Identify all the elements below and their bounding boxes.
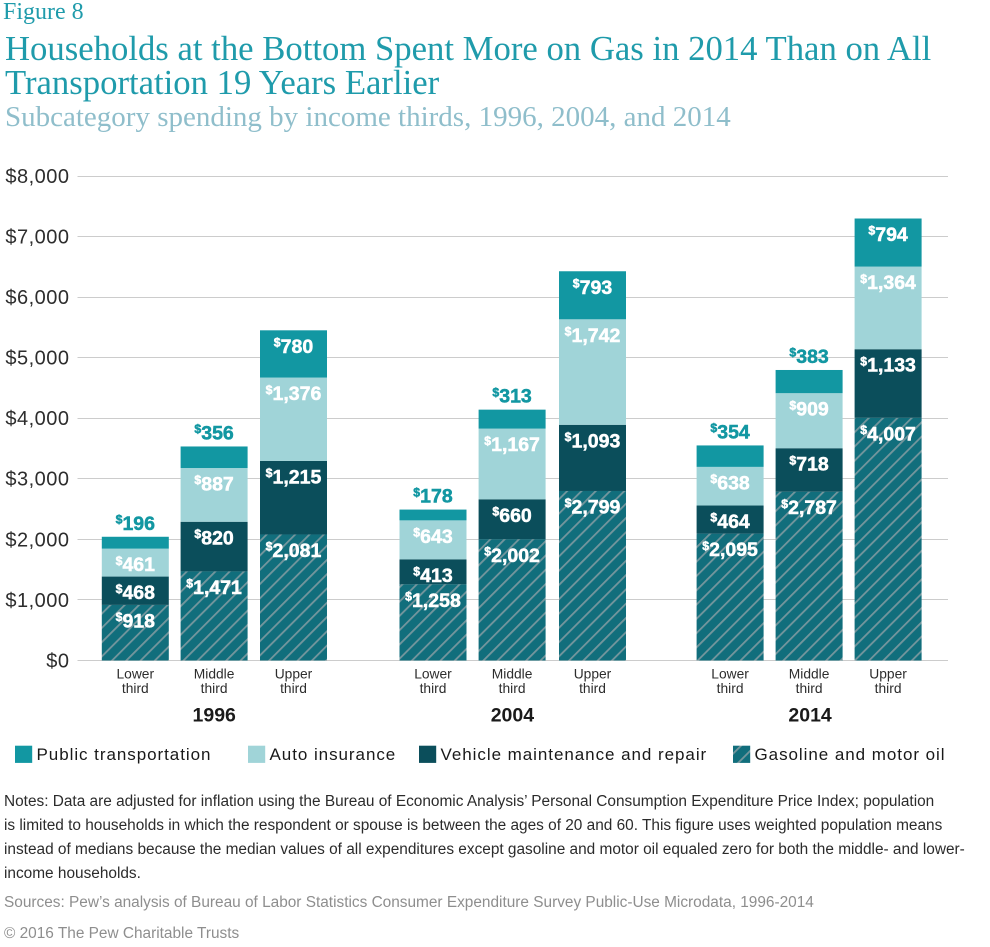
svg-text:Public transportation: Public transportation	[37, 745, 212, 764]
svg-text:Lower: Lower	[117, 667, 155, 682]
svg-text:Middle: Middle	[789, 667, 830, 682]
svg-text:$0: $0	[46, 650, 69, 672]
svg-text:$2,799: $2,799	[565, 496, 621, 518]
svg-text:$780: $780	[274, 336, 314, 358]
svg-text:$1,471: $1,471	[186, 577, 242, 599]
svg-text:$1,215: $1,215	[266, 466, 322, 488]
svg-text:2014: 2014	[788, 704, 832, 726]
svg-text:$2,000: $2,000	[5, 529, 69, 551]
svg-text:third: third	[579, 681, 606, 696]
svg-text:$887: $887	[194, 473, 233, 495]
svg-text:$354: $354	[710, 421, 750, 443]
svg-text:$718: $718	[789, 453, 829, 475]
svg-text:$643: $643	[413, 526, 453, 548]
svg-text:$1,258: $1,258	[405, 590, 461, 612]
svg-text:$638: $638	[710, 472, 750, 494]
svg-text:third: third	[717, 681, 744, 696]
svg-text:third: third	[499, 681, 526, 696]
svg-text:$2,002: $2,002	[484, 545, 540, 567]
svg-text:Upper: Upper	[574, 667, 612, 682]
svg-text:$1,000: $1,000	[5, 590, 69, 612]
svg-text:$464: $464	[710, 511, 750, 533]
svg-text:$1,093: $1,093	[565, 430, 621, 452]
svg-text:$2,787: $2,787	[781, 497, 837, 519]
svg-text:$660: $660	[492, 505, 532, 527]
svg-text:$6,000: $6,000	[5, 287, 69, 309]
svg-text:$313: $313	[492, 385, 532, 407]
svg-text:Middle: Middle	[194, 667, 235, 682]
svg-text:third: third	[796, 681, 823, 696]
svg-text:$4,000: $4,000	[5, 408, 69, 430]
svg-text:$1,167: $1,167	[484, 434, 540, 456]
svg-text:$1,742: $1,742	[565, 325, 621, 347]
svg-text:$793: $793	[573, 277, 613, 299]
svg-text:$196: $196	[116, 513, 156, 535]
svg-text:$820: $820	[194, 527, 234, 549]
svg-text:$383: $383	[789, 346, 829, 368]
svg-text:third: third	[122, 681, 149, 696]
svg-text:third: third	[201, 681, 228, 696]
svg-text:$413: $413	[413, 565, 453, 587]
svg-text:$3,000: $3,000	[5, 469, 69, 491]
svg-text:$918: $918	[116, 610, 156, 632]
svg-text:Upper: Upper	[869, 667, 907, 682]
svg-text:$356: $356	[194, 422, 234, 444]
svg-text:$461: $461	[116, 554, 156, 576]
svg-text:$1,133: $1,133	[860, 354, 916, 376]
svg-text:$178: $178	[413, 485, 453, 507]
svg-text:third: third	[875, 681, 902, 696]
svg-text:$1,364: $1,364	[860, 272, 916, 294]
svg-text:third: third	[420, 681, 447, 696]
svg-text:$4,007: $4,007	[860, 423, 916, 445]
svg-text:2004: 2004	[491, 704, 535, 726]
svg-text:Gasoline and motor oil: Gasoline and motor oil	[755, 745, 946, 764]
svg-text:Middle: Middle	[492, 667, 533, 682]
svg-text:Vehicle maintenance and repair: Vehicle maintenance and repair	[441, 745, 708, 764]
svg-text:1996: 1996	[193, 704, 237, 726]
svg-text:$2,095: $2,095	[702, 539, 758, 561]
svg-text:$909: $909	[789, 398, 829, 420]
svg-text:$8,000: $8,000	[5, 166, 69, 188]
svg-text:Lower: Lower	[414, 667, 452, 682]
svg-text:third: third	[280, 681, 307, 696]
svg-text:Lower: Lower	[711, 667, 749, 682]
svg-text:$468: $468	[116, 582, 156, 604]
svg-text:Upper: Upper	[275, 667, 313, 682]
svg-text:$7,000: $7,000	[5, 227, 69, 249]
svg-text:$2,081: $2,081	[266, 540, 322, 562]
svg-text:$1,376: $1,376	[266, 383, 322, 405]
svg-text:$794: $794	[868, 224, 908, 246]
svg-text:Auto insurance: Auto insurance	[270, 745, 397, 764]
svg-text:$5,000: $5,000	[5, 348, 69, 370]
